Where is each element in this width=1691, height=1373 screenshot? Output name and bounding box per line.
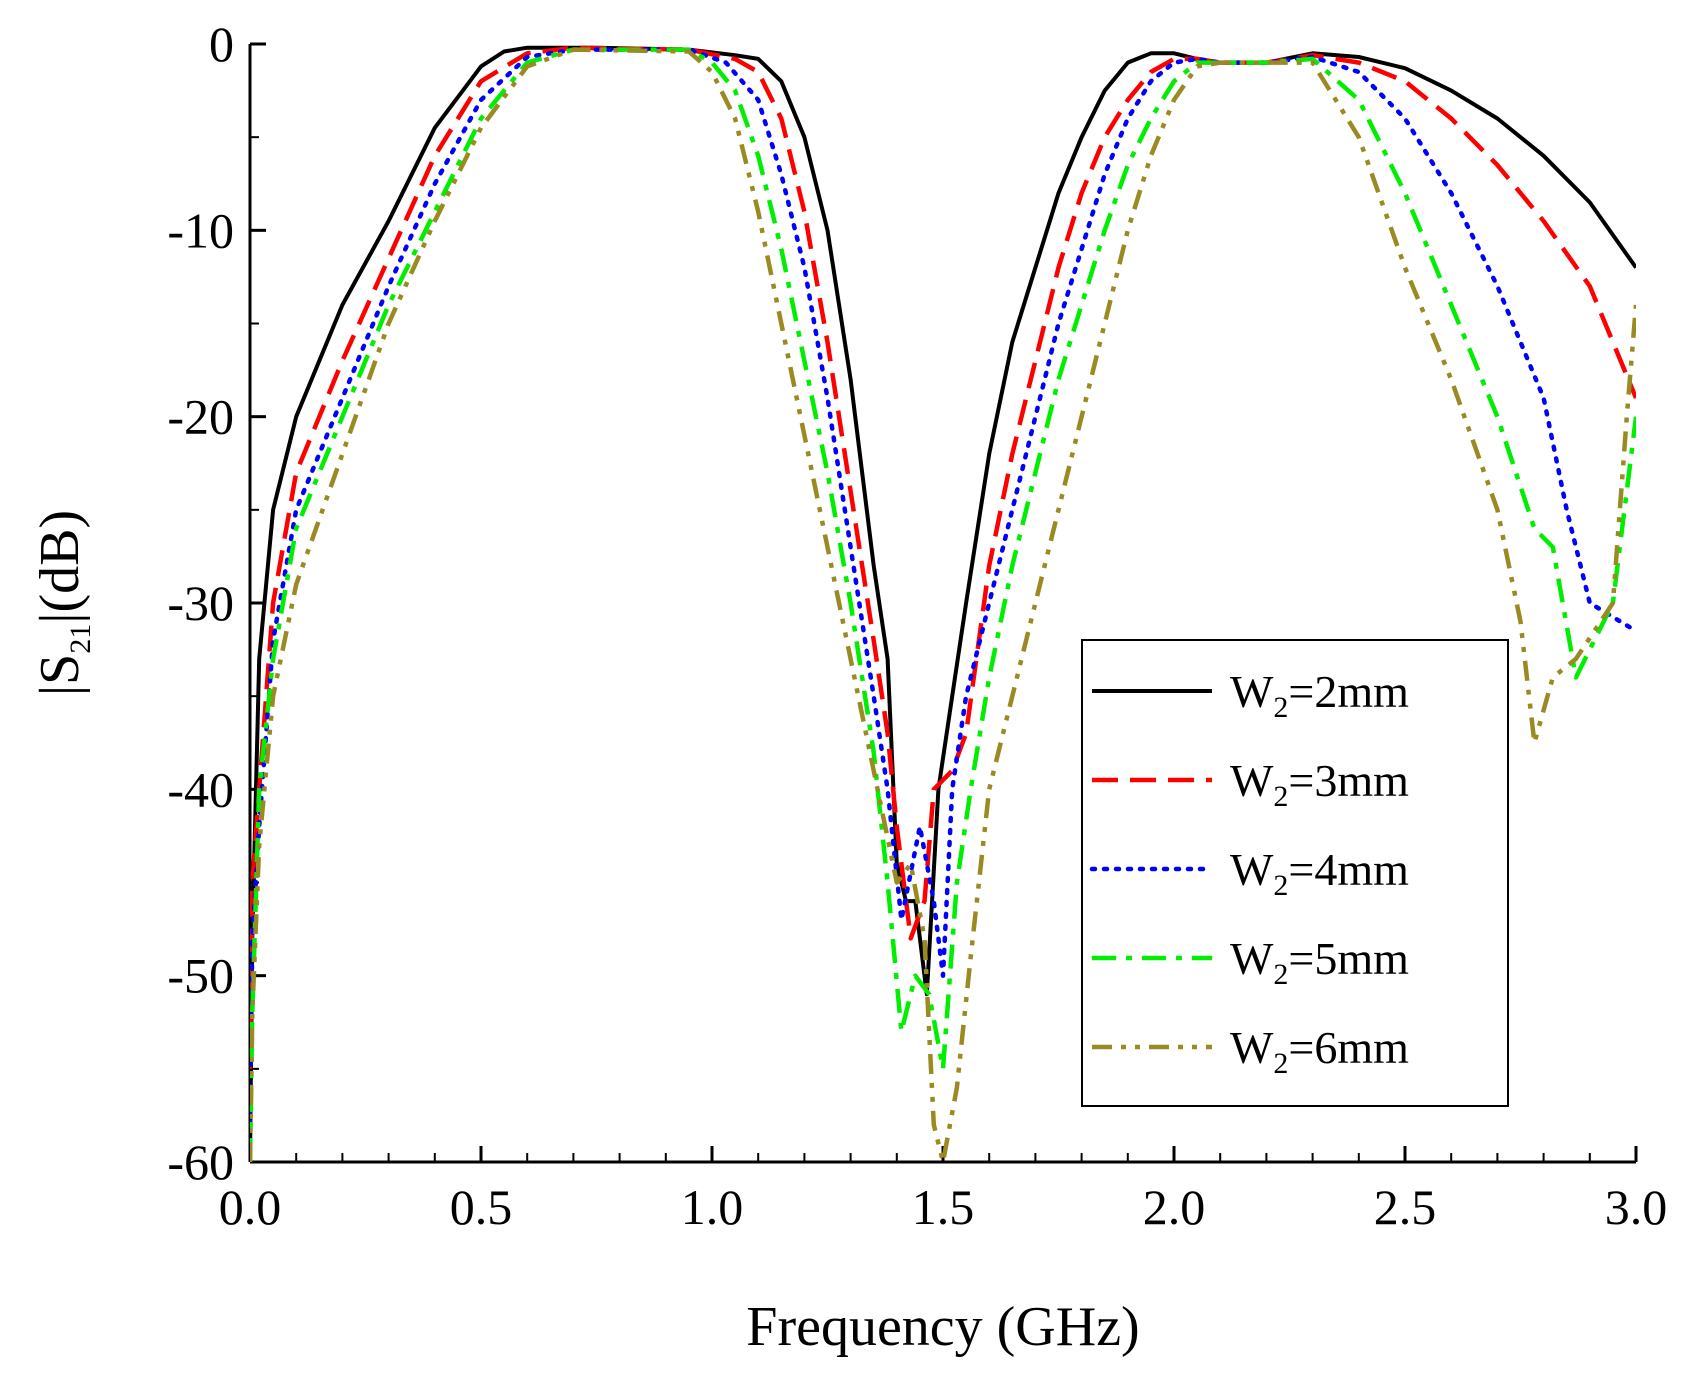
x-tick-labels: 0.0 0.5 1.0 1.5 2.0 2.5 3.0 [219,1179,1668,1235]
x-tick-label: 0.5 [450,1179,513,1235]
x-tick-label: 3.0 [1605,1179,1668,1235]
series-line-2 [250,45,1636,1069]
legend-label-base: W [1230,844,1274,895]
legend-label-base: W [1230,933,1274,984]
legend-label-sub: 2 [1273,958,1288,991]
legend-label-rest: =2mm [1288,666,1409,717]
legend-label-sub: 2 [1273,1047,1288,1080]
legend-label-base: W [1230,1022,1274,1073]
series-group [250,45,1636,1162]
legend-label-base: W [1230,666,1274,717]
y-tick-labels: 0 -10 -20 -30 -40 -50 -60 [167,16,234,1190]
series-line-3 [250,47,1636,1127]
legend-label-5: W2=6mm [1230,1022,1409,1080]
legend-label-4: W2=5mm [1230,933,1409,991]
legend-label-2: W2=3mm [1230,755,1409,813]
x-tick-label: 0.0 [219,1179,282,1235]
y-tick-label: -60 [167,1134,234,1190]
legend-label-1: W2=2mm [1230,666,1409,724]
x-tick-label: 1.0 [681,1179,744,1235]
legend-label-rest: =3mm [1288,755,1409,806]
x-tick-label: 2.5 [1374,1179,1437,1235]
legend-label-sub: 2 [1273,691,1288,724]
x-tick-label: 1.5 [912,1179,975,1235]
y-axis-title: |S21|(dB) [29,510,97,696]
legend-label-sub: 2 [1273,869,1288,902]
series-line-4 [250,47,1636,1162]
legend-box [1081,639,1509,1107]
legend-label-3: W2=4mm [1230,844,1409,902]
y-axis-title-sub: 21 [64,624,97,654]
legend-label-sub: 2 [1273,780,1288,813]
x-tick-label: 2.0 [1143,1179,1206,1235]
y-tick-label: -10 [167,202,234,258]
y-tick-label: -30 [167,575,234,631]
y-axis-title-prefix: |S [29,654,91,696]
series-line-5 [250,47,1636,1162]
y-tick-label: 0 [209,16,234,72]
y-axis-title-suffix: |(dB) [29,510,91,624]
legend-label-rest: =5mm [1288,933,1409,984]
x-axis-title: Frequency (GHz) [746,1296,1139,1358]
y-tick-label: -20 [167,389,234,445]
y-tick-label: -40 [167,761,234,817]
legend-label-rest: =6mm [1288,1022,1409,1073]
legend-label-base: W [1230,755,1274,806]
y-tick-label: -50 [167,948,234,1004]
legend-label-rest: =4mm [1288,844,1409,895]
